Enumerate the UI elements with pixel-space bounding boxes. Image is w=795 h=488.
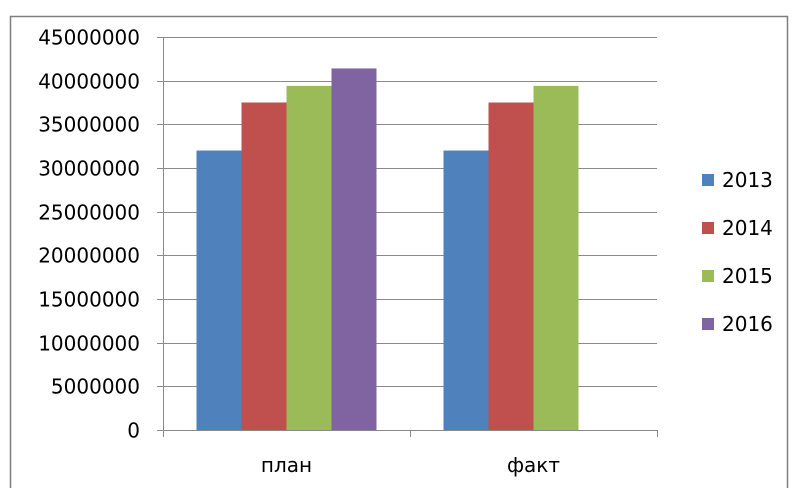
y-tick-label: 45000000 xyxy=(38,26,140,50)
y-tick-label: 35000000 xyxy=(38,113,140,137)
bar-2015-0 xyxy=(286,85,332,430)
legend-swatch-2015 xyxy=(702,270,714,282)
y-tick-label: 40000000 xyxy=(38,70,140,94)
bars xyxy=(196,68,579,431)
legend-label-2015: 2015 xyxy=(722,264,773,288)
bar-2014-1 xyxy=(488,102,534,430)
legend-swatch-2013 xyxy=(702,174,714,186)
y-tick-label: 5000000 xyxy=(51,375,140,399)
legend-swatch-2016 xyxy=(702,318,714,330)
bar-2015-1 xyxy=(533,85,579,430)
bar-2013-1 xyxy=(443,150,489,431)
y-tick-label: 30000000 xyxy=(38,157,140,181)
chart-frame xyxy=(9,15,789,488)
bar-2014-0 xyxy=(241,102,287,430)
legend-label-2016: 2016 xyxy=(722,312,773,336)
axis-labels: 0 5000000 10000000 15000000 20000000 25000000… xyxy=(38,26,560,478)
legend-label-2013: 2013 xyxy=(722,168,773,192)
y-tick-label: 15000000 xyxy=(38,288,140,312)
x-category-label: факт xyxy=(507,453,560,477)
axes xyxy=(157,37,658,437)
y-tick-label: 20000000 xyxy=(38,244,140,268)
y-tick-label: 25000000 xyxy=(38,201,140,225)
legend-swatch-2014 xyxy=(702,222,714,234)
bar-2016-0 xyxy=(331,68,377,430)
legend: 2013 2014 2015 2016 xyxy=(702,168,773,336)
y-tick-label: 10000000 xyxy=(38,332,140,356)
x-category-label: план xyxy=(261,453,312,477)
bar-2013-0 xyxy=(196,150,242,431)
y-tick-label: 0 xyxy=(127,419,140,443)
legend-label-2014: 2014 xyxy=(722,216,773,240)
